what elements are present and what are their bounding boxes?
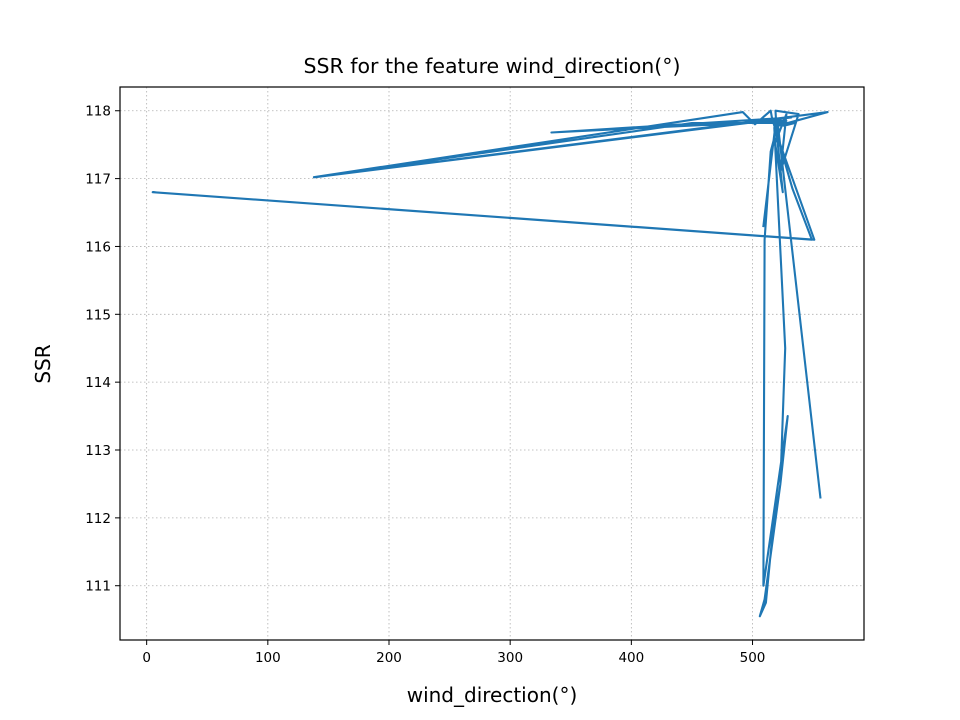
plot-frame	[119, 86, 865, 641]
chart-title: SSR for the feature wind_direction(°)	[304, 54, 681, 79]
x-tick-label: 100	[255, 650, 281, 666]
x-tick-label: 200	[376, 650, 402, 666]
axis-ticks: 0 100 200 300 400 500 111 112 113 114 115 116 117 118	[85, 104, 765, 666]
y-tick-label: 115	[85, 307, 111, 323]
y-tick-label: 113	[85, 443, 111, 459]
y-axis-title: SSR	[31, 344, 55, 383]
x-axis-title: wind_direction(°)	[407, 683, 578, 707]
x-tick-label: 300	[497, 650, 523, 666]
x-tick-label: 0	[142, 650, 151, 666]
y-tick-label: 118	[85, 104, 111, 120]
y-tick-label: 116	[85, 239, 111, 255]
x-tick-label: 400	[618, 650, 644, 666]
grid	[120, 87, 864, 640]
y-tick-label: 117	[85, 172, 111, 188]
y-tick-label: 112	[85, 511, 111, 527]
x-tick-label: 500	[740, 650, 766, 666]
series-line	[151, 109, 829, 618]
y-tick-label: 111	[85, 579, 111, 595]
plot-area	[151, 109, 829, 618]
y-tick-label: 114	[85, 375, 111, 391]
